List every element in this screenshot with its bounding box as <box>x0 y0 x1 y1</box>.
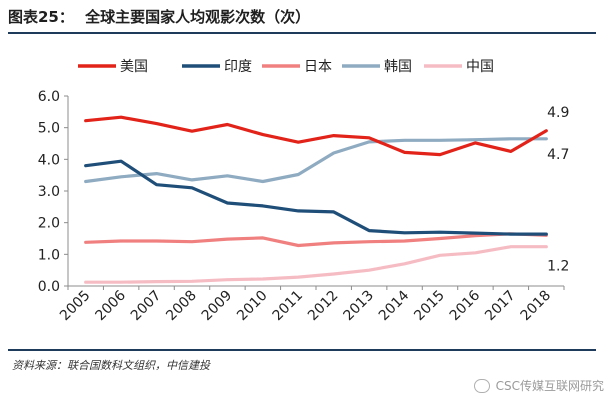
x-tick-label: 2018 <box>518 288 555 325</box>
figure-label: 图表25： <box>8 8 74 26</box>
x-tick-label: 2017 <box>482 288 519 325</box>
y-tick-label: 3.0 <box>38 184 60 200</box>
x-tick-label: 2007 <box>128 288 165 325</box>
x-tick-label: 2016 <box>447 287 484 324</box>
x-tick-label: 2005 <box>57 288 94 325</box>
y-tick-label: 5.0 <box>38 121 60 137</box>
watermark: CSC传媒互联网研究 <box>473 377 604 394</box>
series-line <box>84 232 548 248</box>
x-tick-label: 2011 <box>270 288 307 325</box>
line-chart: 美国 印度 日本 韩国 中国0.01.02.03.04.05.06.0200520062… <box>38 59 570 325</box>
series-line <box>84 245 548 284</box>
chart-title: 全球主要国家人均观影次数（次） <box>85 8 311 26</box>
watermark-text: CSC传媒互联网研究 <box>495 379 604 393</box>
bottom-rule <box>8 349 596 351</box>
legend-label: 印度 <box>224 59 252 75</box>
legend-label: 中国 <box>466 59 494 75</box>
series-line <box>84 115 548 157</box>
y-tick-label: 4.0 <box>38 152 60 168</box>
y-tick-label: 6.0 <box>38 89 60 105</box>
x-tick-label: 2015 <box>411 288 448 325</box>
x-tick-label: 2013 <box>340 288 377 325</box>
top-rule <box>8 32 596 34</box>
x-tick-label: 2009 <box>199 288 236 325</box>
y-tick-label: 1.0 <box>38 247 60 263</box>
source-note: 资料来源：联合国数科文组织，中信建投 <box>12 359 210 372</box>
x-tick-label: 2010 <box>234 288 271 325</box>
legend-label: 韩国 <box>384 59 412 75</box>
y-tick-label: 0.0 <box>38 279 60 295</box>
x-tick-label: 2014 <box>376 287 413 324</box>
data-label: 1.2 <box>547 259 569 275</box>
data-label: 4.9 <box>547 105 569 121</box>
y-tick-label: 2.0 <box>38 216 60 232</box>
x-tick-label: 2006 <box>92 287 129 324</box>
series-line <box>84 159 548 236</box>
x-tick-label: 2012 <box>305 288 342 325</box>
x-tick-label: 2008 <box>163 288 200 325</box>
wechat-icon <box>473 378 490 393</box>
legend-label: 美国 <box>120 59 148 75</box>
series-line <box>84 137 548 184</box>
data-label: 4.7 <box>547 147 569 163</box>
chart-title-bar: 图表25： 全球主要国家人均观影次数（次） <box>8 6 608 28</box>
legend-label: 日本 <box>304 59 332 75</box>
